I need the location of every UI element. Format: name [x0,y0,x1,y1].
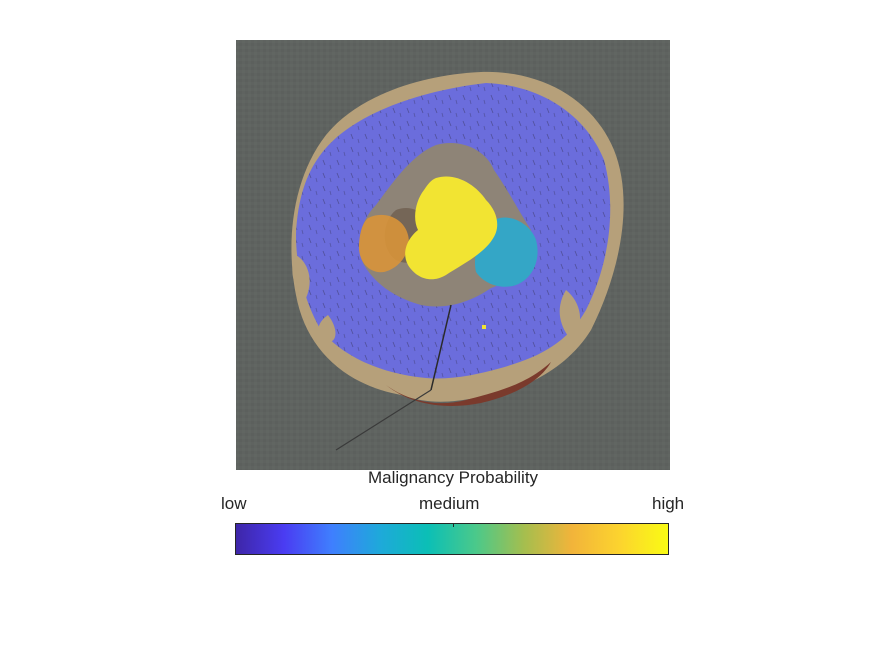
needle [430,304,452,391]
high-probability-region [405,176,498,280]
colorbar-tick-high: high [652,494,685,513]
colorbar-tick-low: low [221,494,247,513]
colorbar-tick-mark-medium [453,523,454,527]
colorbar-tick-medium: medium [419,494,480,513]
colorbar [235,523,669,555]
colorbar-title: Malignancy Probability [367,468,539,487]
orange-region [358,214,409,273]
tissue-section-image [236,40,670,470]
